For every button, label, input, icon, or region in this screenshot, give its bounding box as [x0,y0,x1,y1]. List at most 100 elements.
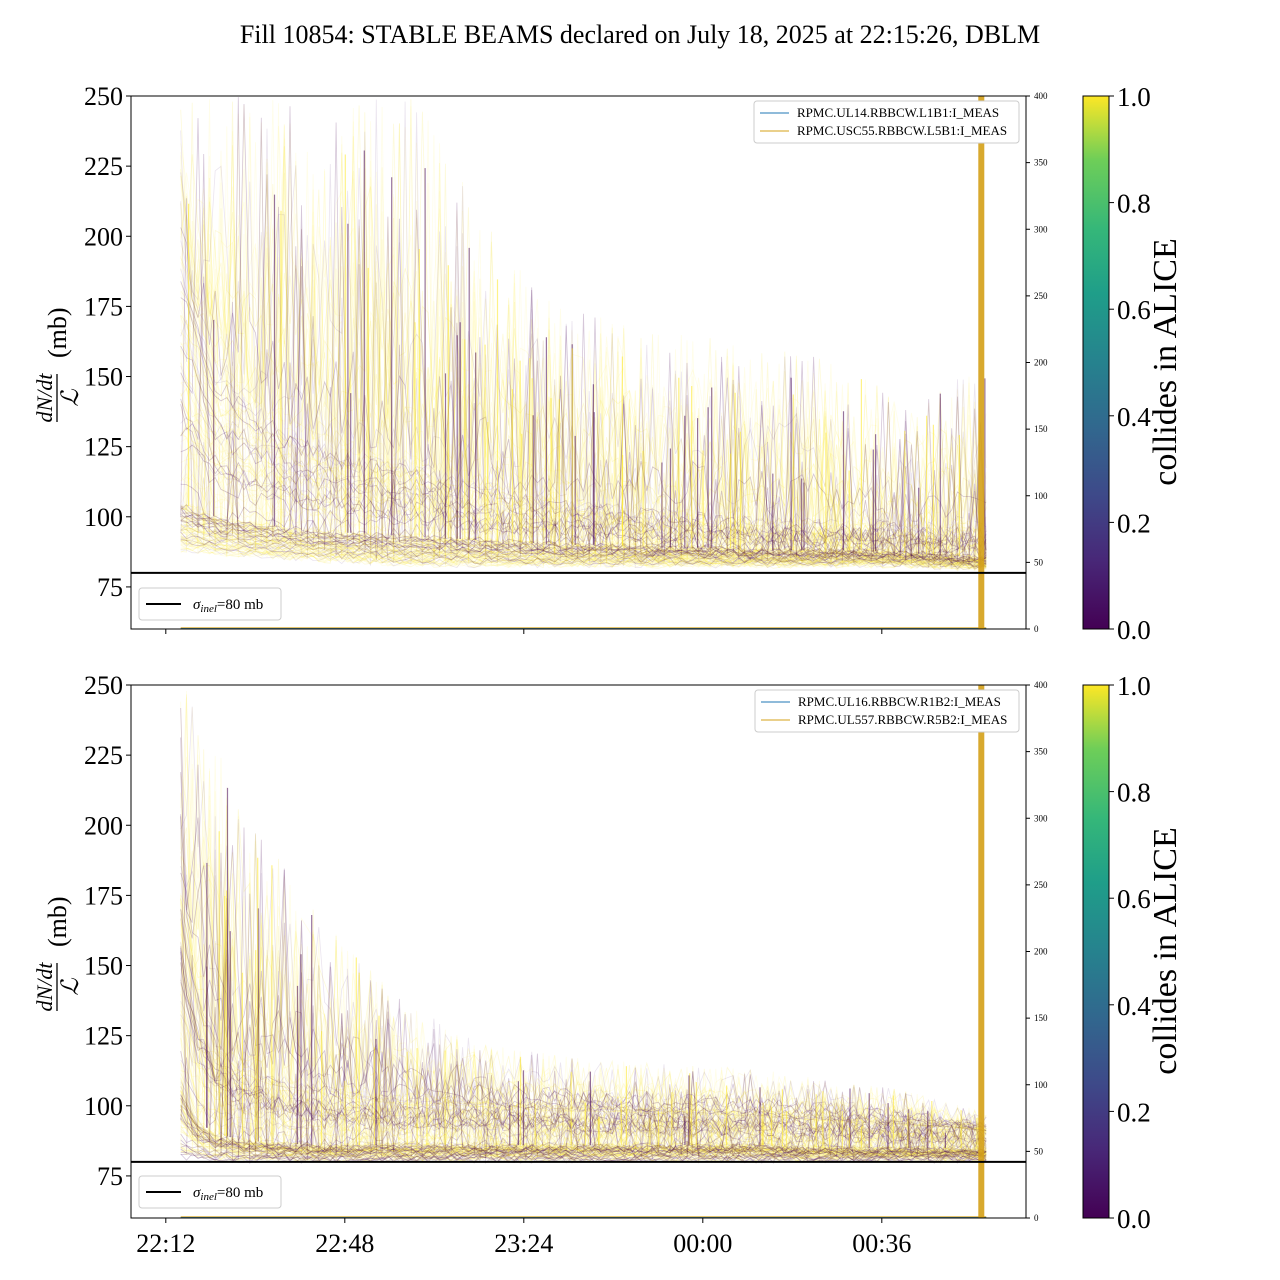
trace-line [180,245,987,568]
secondary-y-tick-label: 350 [1034,158,1048,168]
trace-line [180,291,987,570]
trace-line [180,211,987,532]
trace-line [180,772,987,1128]
trace-line [180,1010,987,1156]
y-tick-label: 150 [84,952,123,981]
trace-line [180,247,987,560]
x-tick-label: 00:00 [673,1229,732,1258]
colorbar-tick-label: 0.2 [1117,1097,1151,1127]
trace-line [180,237,987,562]
trace-line [180,819,987,1159]
trace-line [180,282,987,571]
trace-line [180,154,987,567]
y-tick-label: 175 [84,881,123,910]
trace-line [180,754,987,1127]
trace-line [180,350,987,555]
trace-line [180,1047,987,1161]
trace-line [180,1005,987,1155]
trace-line [180,933,987,1143]
trace-line [180,1010,987,1156]
secondary-y-tick-label: 50 [1034,557,1044,567]
trace-line [180,749,987,1155]
top-y-axis: 75 100 125 150 175 200 225 250 [84,82,131,602]
trace-line [180,1014,987,1159]
trace-line [180,126,987,570]
y-tick-label: 225 [84,152,123,181]
trace-line [180,178,987,565]
trace-line [180,243,987,566]
trace-line [180,999,987,1157]
trace-line [180,869,987,1145]
trace-line [180,103,987,528]
trace-line [180,240,987,567]
trace-line [180,277,987,563]
trace-line [180,210,987,564]
trace-line [180,944,987,1156]
trace-line [180,194,987,551]
trace-line [180,1052,987,1158]
trace-line [180,205,987,564]
bottom-y-axis-label: dN/dt ℒ (mb) [32,896,84,1011]
trace-line [180,1021,987,1153]
top-sigma-symbol: σ [193,597,201,613]
trace-line [180,334,987,564]
trace-line [180,929,987,1160]
trace-line [180,1037,987,1157]
trace-line [180,334,987,568]
y-tick-label: 250 [84,671,123,700]
trace-line [180,1010,987,1150]
trace-line [180,297,987,569]
trace-line [180,872,987,1129]
trace-line [180,154,987,528]
secondary-y-tick-label: 100 [1034,491,1048,501]
trace-line [180,226,987,568]
colorbar-tick-label: 0.8 [1117,189,1151,219]
top-ylabel-numerator: dN/dt [32,373,57,423]
trace-line [180,816,987,1164]
trace-line [180,884,987,1154]
trace-line [180,1012,987,1155]
bottom-colorbar: 0.0 0.2 0.4 0.6 0.8 1.0 collides in ALICE [1082,671,1184,1234]
top-secondary-y-axis: 0 50 100 150 200 250 300 350 400 [1026,91,1048,634]
trace-line [180,870,987,1159]
trace-line [180,282,987,564]
trace-line [180,250,987,549]
top-y-axis-label: dN/dt ℒ (mb) [32,307,84,422]
trace-line [180,1009,987,1156]
trace-line [180,175,987,530]
trace-line [180,972,987,1159]
trace-line [180,352,987,565]
secondary-y-tick-label: 300 [1034,224,1048,234]
top-legend-series: RPMC.UL14.RBBCW.L1B1:I_MEAS RPMC.USC55.R… [753,100,1020,144]
trace-line [180,189,987,561]
trace-line [180,1053,987,1162]
trace-line [180,833,987,1152]
colorbar-tick-label: 0.2 [1117,508,1151,538]
trace-line [180,131,987,552]
trace-line [180,112,987,560]
bottom-legend-series: RPMC.UL16.RBBCW.R1B2:I_MEAS RPMC.UL557.R… [754,689,1020,733]
secondary-y-tick-label: 200 [1034,947,1048,957]
trace-line [180,236,987,565]
trace-line [180,204,987,562]
bottom-ylabel-denominator: ℒ [58,978,84,996]
trace-line [180,201,987,555]
trace-line [180,117,987,563]
y-tick-label: 125 [84,1022,123,1051]
trace-line [180,277,987,564]
trace-line [180,952,987,1163]
trace-line [180,289,987,555]
trace-line [180,931,987,1143]
trace-line [180,1055,987,1156]
trace-line [180,165,987,529]
trace-line [180,128,987,546]
trace-line [180,101,987,569]
trace-line [180,872,987,1158]
trace-line [180,989,987,1157]
trace-line [180,968,987,1159]
trace-line [180,950,987,1144]
trace-line [180,946,987,1147]
trace-line [180,315,987,555]
trace-line [180,1075,987,1161]
trace-line [180,377,987,570]
